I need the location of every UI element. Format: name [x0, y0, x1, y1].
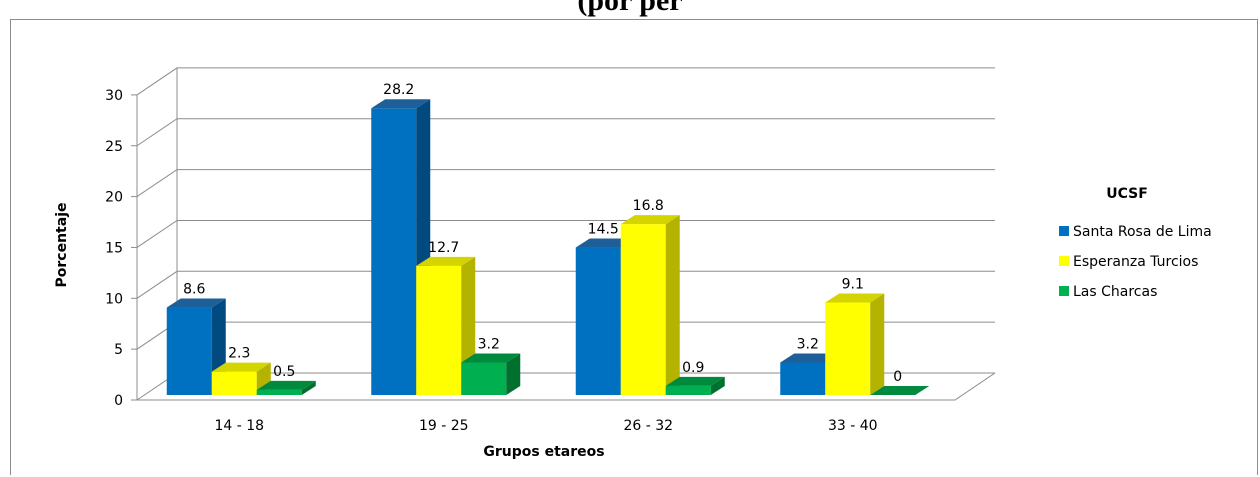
- legend-label: Esperanza Turcios: [1073, 254, 1198, 270]
- x-tick-label: 26 - 32: [623, 418, 673, 434]
- data-label: 0.5: [273, 364, 295, 380]
- x-axis-title: Grupos etareos: [483, 444, 604, 460]
- bar-top: [870, 386, 930, 395]
- y-tick-label: 10: [105, 291, 123, 307]
- bars: [166, 99, 930, 396]
- data-label: 0: [893, 369, 902, 385]
- bar-top: [371, 99, 431, 109]
- bar-front: [780, 362, 826, 395]
- bar-front: [620, 224, 666, 395]
- bar-side: [506, 353, 521, 395]
- y-axis-title: Porcentaje: [54, 203, 70, 288]
- y-tick-label: 5: [114, 342, 123, 358]
- bar-top: [780, 353, 840, 363]
- bar-top: [825, 293, 885, 303]
- legend-title: UCSF: [1106, 186, 1148, 202]
- gridline: [136, 118, 995, 147]
- gridline: [136, 219, 995, 248]
- bar-front: [416, 265, 462, 395]
- legend: UCSF Santa Rosa de Lima Esperanza Turcios…: [1059, 186, 1212, 300]
- bar-side: [665, 215, 680, 395]
- chart-title: (por per: [577, 0, 683, 17]
- y-tick-label: 25: [105, 139, 123, 155]
- x-tick-label: 33 - 40: [828, 418, 878, 434]
- bar-front: [665, 385, 711, 395]
- bar-side: [870, 293, 885, 395]
- bar-front: [575, 247, 621, 395]
- x-tick-label: 19 - 25: [419, 418, 469, 434]
- y-tick-label: 0: [114, 393, 123, 409]
- data-label: 8.6: [183, 282, 205, 298]
- data-labels: 8.6 2.3 0.5 28.2 12.7 3.2 14.5 16.8 0.9 3.2 9.1 0: [183, 82, 902, 385]
- bar-top: [416, 256, 476, 266]
- legend-swatch: [1059, 256, 1069, 266]
- legend-label: Las Charcas: [1073, 284, 1157, 300]
- bar-side: [301, 380, 316, 395]
- data-label: 3.2: [797, 336, 819, 352]
- data-label: 0.9: [682, 360, 704, 376]
- bar-top: [665, 376, 725, 386]
- legend-swatch: [1059, 226, 1069, 236]
- bar-front: [211, 371, 257, 395]
- chart-frame: [10, 19, 1258, 475]
- bar-top: [166, 298, 226, 308]
- bar-front: [256, 389, 302, 395]
- data-label: 2.3: [228, 346, 250, 362]
- legend-label: Santa Rosa de Lima: [1073, 224, 1212, 240]
- gridline: [136, 169, 995, 198]
- bar-side: [710, 376, 725, 395]
- data-label: 16.8: [633, 198, 664, 214]
- data-label: 9.1: [842, 276, 864, 292]
- bar-front: [461, 362, 507, 395]
- y-axis-ticks: 0 5 10 15 20 25 30: [105, 88, 123, 409]
- bar-front: [371, 108, 417, 396]
- legend-swatch: [1059, 286, 1069, 296]
- x-tick-label: 14 - 18: [214, 418, 264, 434]
- bar-top: [620, 215, 680, 225]
- bar-front: [166, 307, 212, 395]
- bar-top: [256, 380, 316, 390]
- bar-front: [825, 302, 871, 395]
- data-label: 12.7: [428, 240, 459, 256]
- data-label: 14.5: [588, 222, 619, 238]
- y-tick-label: 20: [105, 190, 123, 206]
- data-label: 28.2: [383, 82, 414, 98]
- y-tick-label: 15: [105, 240, 123, 256]
- bar-top: [461, 353, 521, 363]
- bar-top: [211, 362, 271, 372]
- x-axis-ticks: 14 - 18 19 - 25 26 - 32 33 - 40: [214, 418, 877, 434]
- y-tick-label: 30: [105, 88, 123, 104]
- floor-edge: [137, 372, 996, 401]
- data-label: 3.2: [478, 336, 500, 352]
- gridline: [136, 270, 995, 299]
- gridline: [136, 67, 995, 96]
- bar-top: [575, 238, 635, 248]
